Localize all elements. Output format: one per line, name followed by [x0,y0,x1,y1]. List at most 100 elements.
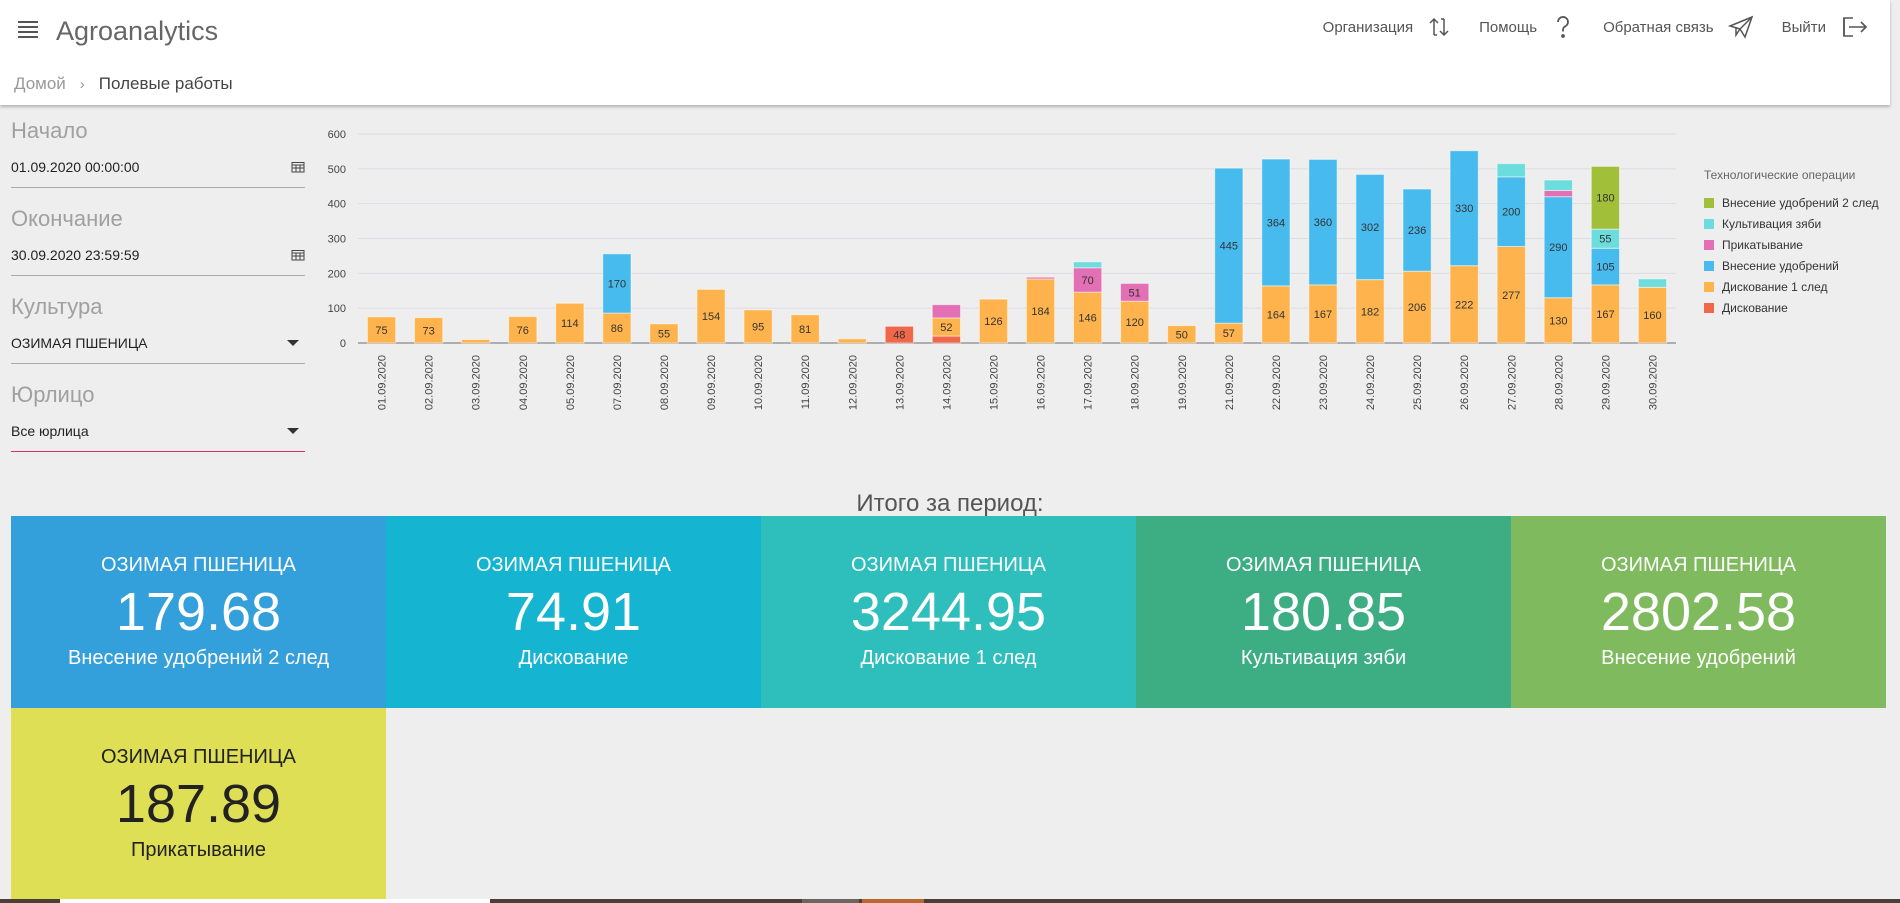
x-tick-label: 10.09.2020 [753,355,765,410]
y-tick-label: 100 [328,303,346,315]
bar-segment[interactable] [1214,167,1244,324]
data-label: 182 [1361,306,1379,318]
bar-segment[interactable] [1637,278,1668,288]
data-label: 70 [1081,275,1093,287]
breadcrumb-home[interactable]: Домой [14,74,66,93]
end-date-input[interactable]: 30.09.2020 23:59:59 [11,242,305,276]
bar-segment[interactable] [1496,246,1526,344]
bar-segment[interactable] [1543,189,1573,198]
data-label: 184 [1031,306,1049,318]
bar-segment[interactable] [1402,188,1432,272]
bar-segment[interactable] [931,304,962,319]
chevron-right-icon: › [79,75,85,93]
entity-select[interactable]: Все юрлица [11,418,305,452]
bar-segment[interactable] [555,302,585,344]
bar-segment[interactable] [1543,297,1573,344]
bar-segment[interactable] [978,298,1009,344]
start-date-label: Начало [11,118,88,143]
bar-segment[interactable] [1355,173,1385,281]
bar-segment[interactable] [413,317,444,344]
bar-segment[interactable] [1072,267,1103,293]
legend-item[interactable]: Дискование 1 след [1704,276,1879,297]
breadcrumb-current: Полевые работы [98,74,233,93]
culture-value: ОЗИМАЯ ПШЕНИЦА [11,334,148,351]
nav-feedback[interactable]: Обратная связь [1603,15,1754,39]
bar-segment[interactable] [1120,282,1150,302]
nav-help[interactable]: Помощь [1479,14,1575,40]
legend-item[interactable]: Внесение удобрений [1704,255,1879,276]
bar-segment[interactable] [1637,286,1668,344]
nav-organization[interactable]: Организация [1323,15,1451,39]
nav-logout[interactable]: Выйти [1782,14,1868,40]
tile-crop-label: ОЗИМАЯ ПШЕНИЦА [475,554,671,576]
bar-segment[interactable] [508,316,538,344]
bar-segment[interactable] [1449,265,1479,344]
total-tile: ОЗИМАЯ ПШЕНИЦА 180.85 Культивация зяби [1136,516,1511,708]
bar-segment[interactable] [602,253,632,314]
taskbar-strip [0,899,1900,903]
bar-segment[interactable] [1120,300,1150,344]
bar-segment[interactable] [1261,158,1291,287]
bar-segment[interactable] [790,314,820,344]
bar-segment[interactable] [1590,165,1621,230]
bar-segment[interactable] [1590,247,1621,286]
start-date-value: 01.09.2020 00:00:00 [11,158,140,175]
logout-icon [1843,17,1868,37]
legend-item[interactable]: Прикатывание [1704,234,1879,255]
legend-item[interactable]: Дискование [1704,297,1879,318]
x-tick-label: 03.09.2020 [471,355,483,410]
bar-segment[interactable] [461,339,491,344]
legend-item[interactable]: Внесение удобрений 2 след [1704,192,1879,213]
y-tick-label: 400 [328,199,346,211]
calendar-icon[interactable] [291,161,305,173]
bar-segment[interactable] [1308,284,1338,344]
bar-segment[interactable] [743,309,773,344]
bar-segment[interactable] [1402,270,1432,344]
total-tile: ОЗИМАЯ ПШЕНИЦА 2802.58 Внесение удобрений [1511,516,1886,708]
x-tick-label: 21.09.2020 [1224,355,1236,410]
bar-segment[interactable] [1496,176,1526,248]
bar-segment[interactable] [1308,158,1338,286]
legend-label: Дискование 1 след [1722,279,1828,294]
stacked-bar-chart: 0 100 200 300 400 500 600 75 01.09.2020 73 02.09.2… [328,129,1676,410]
bar-segment[interactable] [1449,150,1479,267]
bar-segment[interactable] [1496,163,1526,178]
x-tick-label: 18.09.2020 [1130,355,1142,410]
calendar-icon[interactable] [291,249,305,261]
bar-segment[interactable] [1025,276,1056,280]
legend-item[interactable]: Культивация зяби [1704,213,1879,234]
data-label: 167 [1596,309,1614,321]
legend-label: Внесение удобрений [1722,258,1839,273]
bar-segment[interactable] [696,288,726,344]
bar-segment[interactable] [1072,291,1103,344]
bar-segment[interactable] [602,312,632,344]
legend-swatch [1704,281,1714,292]
bar-segment[interactable] [366,316,397,344]
top-nav: Организация Помощь Обратная связь Выйти [1295,14,1868,40]
x-tick-label: 15.09.2020 [988,355,1000,410]
tile-value: 187.89 [115,774,282,834]
end-date-value: 30.09.2020 23:59:59 [11,246,140,263]
bar-segment[interactable] [649,323,679,344]
bar-segment[interactable] [1167,325,1197,344]
bar-segment[interactable] [837,338,867,344]
data-label: 55 [658,328,670,340]
bar-segment[interactable] [1543,179,1573,191]
start-date-input[interactable]: 01.09.2020 00:00:00 [11,154,305,188]
total-tile: ОЗИМАЯ ПШЕНИЦА 187.89 Прикатывание [11,708,386,900]
bar-segment[interactable] [1355,279,1385,344]
caret-down-icon [287,339,299,346]
data-label: 180 [1596,193,1614,205]
bar-segment[interactable] [931,335,962,344]
nav-label: Организация [1322,18,1414,36]
data-label: 146 [1078,313,1096,325]
bar-segment[interactable] [884,325,914,344]
bar-segment[interactable] [1072,261,1103,269]
culture-select[interactable]: ОЗИМАЯ ПШЕНИЦА [11,330,305,364]
data-label: 160 [1643,310,1661,322]
x-tick-label: 16.09.2020 [1036,355,1048,410]
bar-segment[interactable] [1261,285,1291,344]
bar-segment[interactable] [1543,196,1573,299]
menu-icon[interactable] [18,21,38,39]
app-title: Agroanalytics [56,16,219,46]
